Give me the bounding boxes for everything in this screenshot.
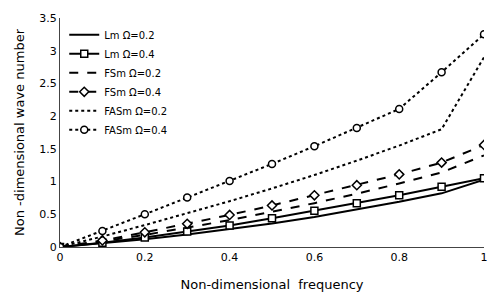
svg-text:Lm Ω=0.2: Lm Ω=0.2 <box>104 30 154 41</box>
svg-text:0.4: 0.4 <box>221 251 239 264</box>
svg-text:1.5: 1.5 <box>39 143 57 156</box>
svg-text:0: 0 <box>57 251 64 264</box>
svg-text:1: 1 <box>50 175 57 188</box>
svg-text:FSm Ω=0.2: FSm Ω=0.2 <box>104 68 161 79</box>
svg-text:1: 1 <box>481 251 488 264</box>
svg-text:FSm Ω=0.4: FSm Ω=0.4 <box>104 87 161 98</box>
svg-text:0.2: 0.2 <box>136 251 154 264</box>
svg-text:FASm Ω=0.2: FASm Ω=0.2 <box>104 106 167 117</box>
svg-text:2: 2 <box>50 110 57 123</box>
svg-text:Non -dimensional wave number: Non -dimensional wave number <box>12 28 27 236</box>
svg-text:FASm Ω=0.4: FASm Ω=0.4 <box>104 125 167 136</box>
svg-text:2.5: 2.5 <box>39 77 57 90</box>
svg-text:3: 3 <box>50 45 57 58</box>
svg-text:0.8: 0.8 <box>390 251 408 264</box>
svg-text:0: 0 <box>50 241 57 254</box>
svg-text:0.6: 0.6 <box>306 251 324 264</box>
svg-text:0.5: 0.5 <box>39 208 57 221</box>
svg-text:Lm Ω=0.4: Lm Ω=0.4 <box>104 49 154 60</box>
svg-text:3.5: 3.5 <box>39 12 57 25</box>
svg-text:Non-dimensional frequency: Non-dimensional frequency <box>181 277 364 292</box>
